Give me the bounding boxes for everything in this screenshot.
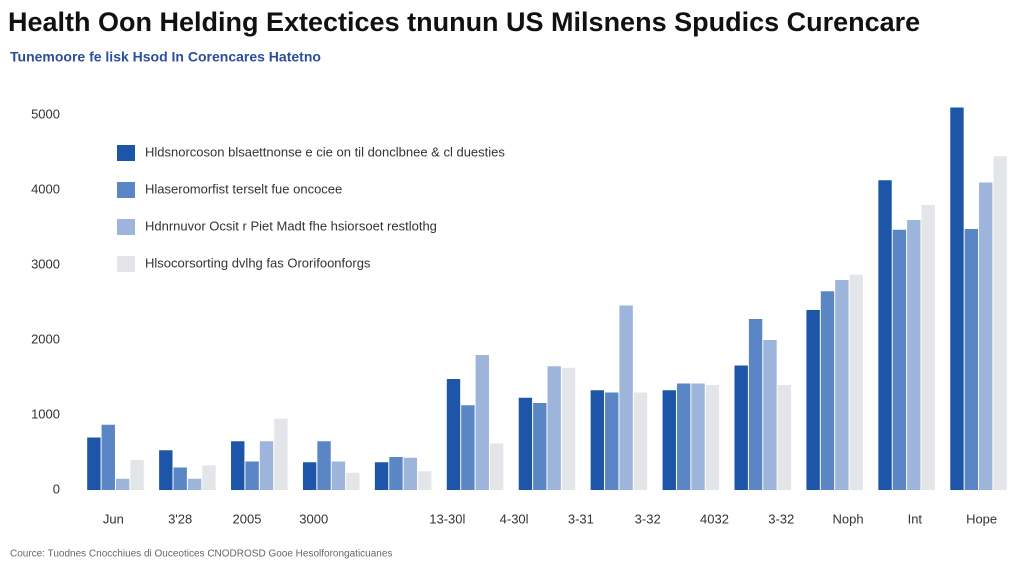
- x-tick-label: 3'28: [168, 511, 192, 526]
- bar: [101, 424, 115, 490]
- bar: [475, 355, 489, 490]
- legend-label: Hldsnorcoson blsaettnonse e cie on til d…: [145, 144, 505, 159]
- bar: [892, 229, 907, 490]
- bar: [187, 478, 202, 490]
- bar: [561, 367, 576, 490]
- bar: [159, 450, 173, 490]
- bar: [748, 319, 763, 490]
- y-tick-label: 0: [53, 481, 60, 496]
- bar: [489, 443, 504, 490]
- x-tick-label: 2005: [233, 511, 262, 526]
- bar: [907, 220, 921, 490]
- bar: [835, 280, 849, 490]
- bar: [331, 461, 346, 490]
- x-tick-label: 3-32: [635, 511, 661, 526]
- x-tick-label: Hope: [966, 511, 997, 526]
- bar: [389, 457, 403, 490]
- x-tick-label: 4-30l: [500, 511, 529, 526]
- bar: [676, 383, 691, 490]
- y-tick-label: 4000: [31, 181, 60, 196]
- legend-swatch: [117, 182, 135, 198]
- y-tick-label: 3000: [31, 256, 60, 271]
- bar: [590, 390, 605, 490]
- bar: [173, 467, 187, 490]
- bar: [461, 405, 475, 490]
- legend-label: Hlsocorsorting dvlhg fas Ororifoonforgs: [145, 255, 371, 270]
- y-tick-label: 5000: [31, 106, 60, 121]
- bar: [403, 457, 418, 490]
- x-tick-label: 3000: [299, 511, 328, 526]
- legend-swatch: [117, 145, 135, 161]
- bar: [705, 385, 720, 490]
- bar: [950, 107, 964, 490]
- legend-label: Hdnrnuvor Ocsit r Piet Madt fhe hsiorsoe…: [145, 218, 437, 233]
- legend-swatch: [117, 219, 135, 235]
- bar: [533, 403, 547, 490]
- bar: [446, 379, 461, 490]
- bar: [619, 305, 633, 490]
- bar: [964, 229, 979, 490]
- x-tick-label: Jun: [103, 511, 124, 526]
- bar: [806, 310, 820, 490]
- bar: [274, 418, 288, 490]
- bar: [547, 366, 561, 490]
- bar: [734, 365, 748, 490]
- x-tick-label: 13-30l: [429, 511, 465, 526]
- bar: [245, 461, 259, 490]
- bar: [115, 478, 130, 490]
- bar: [979, 182, 993, 490]
- x-tick-label: Noph: [832, 511, 863, 526]
- source-note: Cource: Tuodnes Cnocchiues di Ouceotices…: [10, 549, 392, 560]
- bar: [662, 390, 676, 490]
- x-tick-label: 3-32: [768, 511, 794, 526]
- legend-label: Hlaseromorfist terselt fue oncocee: [145, 181, 342, 196]
- bar: [993, 156, 1007, 490]
- bar: [418, 471, 432, 490]
- x-tick-label: 3-31: [568, 511, 594, 526]
- chart-title: Health Oon Helding Extectices tnunun US …: [8, 7, 920, 37]
- bar: [921, 205, 935, 490]
- y-tick-label: 1000: [31, 406, 60, 421]
- bar: [849, 274, 863, 490]
- legend-swatch: [117, 256, 135, 272]
- bar: [878, 180, 892, 490]
- y-tick-label: 2000: [31, 331, 60, 346]
- bar: [605, 392, 619, 490]
- bar: [518, 397, 533, 490]
- bar: [202, 465, 216, 490]
- bar: [302, 462, 317, 490]
- bar: [374, 462, 389, 490]
- bar: [259, 441, 274, 490]
- x-tick-label: Int: [908, 511, 923, 526]
- bar: [346, 472, 360, 490]
- bar: [777, 385, 792, 490]
- bar: [231, 441, 245, 490]
- bar: [87, 437, 101, 490]
- bar: [130, 460, 144, 490]
- bar: [820, 291, 835, 490]
- chart-subtitle: Tunemoore fe lisk Hsod In Corencares Hat…: [10, 49, 321, 65]
- bar: [691, 383, 705, 490]
- x-tick-label: 4032: [700, 511, 729, 526]
- bar: [633, 392, 648, 490]
- bar: [763, 340, 777, 490]
- bar: [317, 441, 331, 490]
